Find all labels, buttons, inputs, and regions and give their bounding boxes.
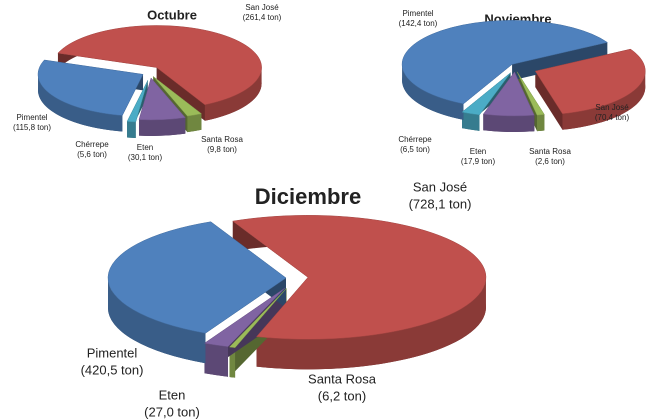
pie-slice xyxy=(232,215,487,340)
slice-tops xyxy=(37,25,262,123)
slice-wall xyxy=(187,113,202,133)
chart-title: Octubre xyxy=(147,7,197,22)
pie-slice xyxy=(138,77,186,121)
slice-label: Eten xyxy=(470,147,486,156)
value-label: (27,0 ton) xyxy=(144,404,200,419)
slice-label: Santa Rosa xyxy=(308,371,377,386)
slice-wall xyxy=(204,343,229,377)
value-label: (9,8 ton) xyxy=(207,145,237,154)
value-label: (5,6 ton) xyxy=(77,150,107,159)
slice-tops xyxy=(401,20,646,117)
pie-slice xyxy=(203,287,286,347)
slice-label: San José xyxy=(245,3,279,12)
slice-label: Santa Rosa xyxy=(529,147,571,156)
value-label: (115,8 ton) xyxy=(13,123,51,132)
slice-wall xyxy=(537,114,545,132)
slice-label: Santa Rosa xyxy=(201,135,243,144)
slice-label: Chérrepe xyxy=(75,140,109,149)
pie-slice xyxy=(37,59,144,116)
value-label: (30,1 ton) xyxy=(128,153,163,162)
value-label: (142,4 ton) xyxy=(399,19,438,28)
slice-wall xyxy=(483,114,535,132)
slice-label: San José xyxy=(595,103,629,112)
pie-slice xyxy=(126,80,149,123)
slice-label: Pimentel xyxy=(87,345,138,360)
value-label: (261,4 ton) xyxy=(243,13,282,22)
slice-label: Pimentel xyxy=(16,113,47,122)
pie-slice xyxy=(107,221,287,334)
slice-label: Chérrepe xyxy=(398,135,432,144)
slice-wall xyxy=(256,277,486,370)
slice-label: Eten xyxy=(137,143,153,152)
value-label: (6,2 ton) xyxy=(318,388,366,403)
value-label: (6,5 ton) xyxy=(400,145,430,154)
pie-slice xyxy=(516,71,545,116)
value-label: (17,9 ton) xyxy=(461,157,496,166)
slice-wall xyxy=(138,117,186,136)
value-label: (2,6 ton) xyxy=(535,157,565,166)
slice-label: San José xyxy=(413,179,467,194)
pie-slice xyxy=(482,71,535,117)
slice-wall xyxy=(402,64,464,120)
slice-tops xyxy=(107,215,487,348)
pie-slice xyxy=(534,48,646,115)
pie-slice xyxy=(461,72,511,116)
slice-label: Pimentel xyxy=(402,9,433,18)
chart-title: Diciembre xyxy=(255,184,361,209)
slice-wall xyxy=(38,74,123,132)
pie-slice xyxy=(57,25,262,106)
value-label: (70,4 ton) xyxy=(595,113,630,122)
slice-label: Eten xyxy=(159,387,186,402)
slice-wall xyxy=(204,67,262,121)
pie-slice xyxy=(152,76,203,117)
slice-wall xyxy=(562,71,646,130)
value-label: (420,5 ton) xyxy=(81,362,144,377)
value-label: (728,1 ton) xyxy=(409,196,472,211)
slice-wall xyxy=(462,112,480,131)
pie-slice xyxy=(401,20,608,105)
slice-wall xyxy=(127,121,136,139)
pie-slice xyxy=(228,288,287,348)
